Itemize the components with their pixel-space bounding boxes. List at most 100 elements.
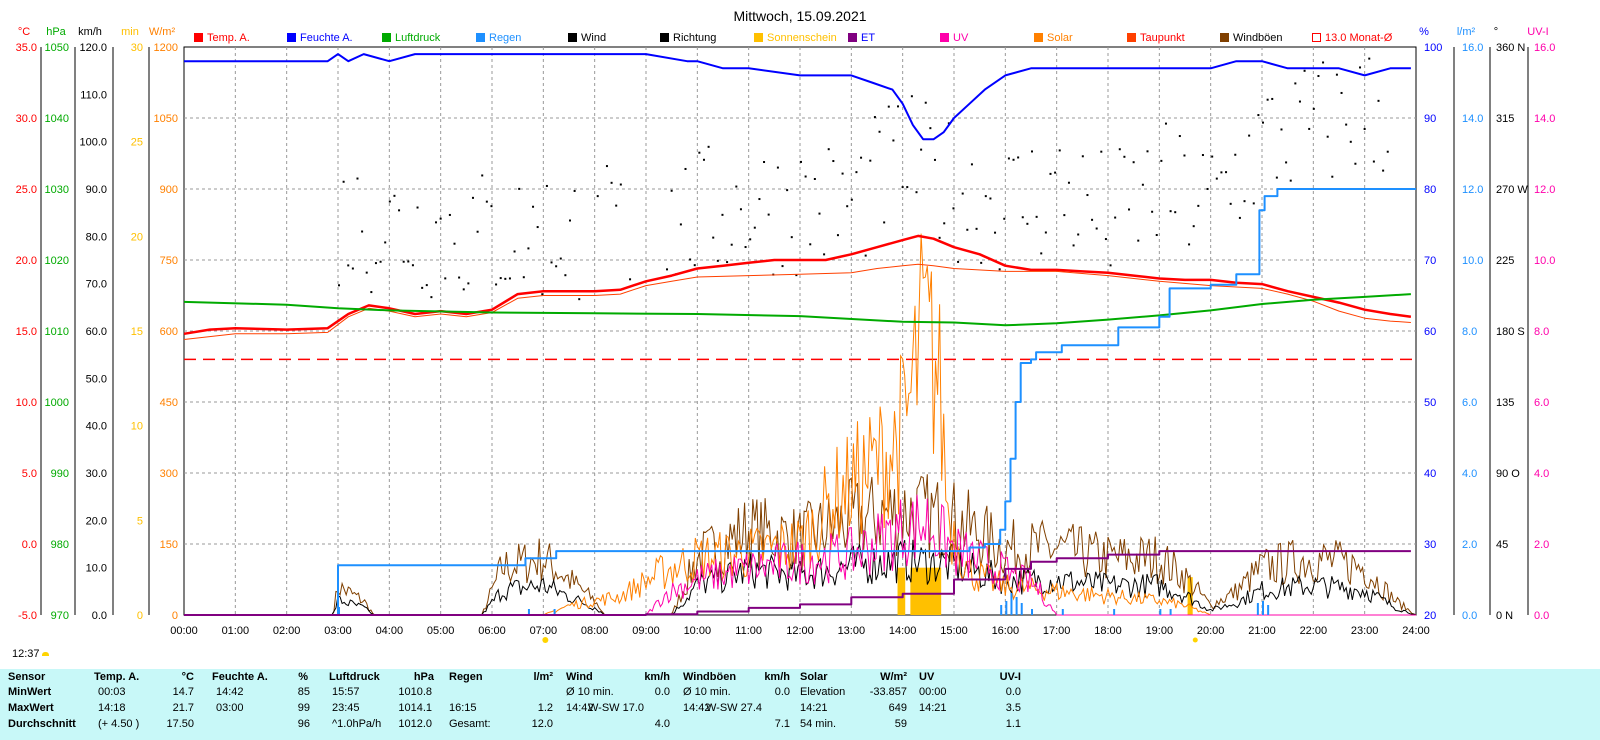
direction-dot	[361, 230, 364, 233]
axis-tick-direction: 315	[1496, 113, 1514, 125]
direction-dot	[1271, 97, 1274, 100]
axis-tick-temp: 30.0	[16, 113, 37, 125]
direction-dot	[679, 223, 682, 226]
direction-dot	[522, 276, 525, 279]
table-cell: 0.0	[1005, 686, 1021, 698]
direction-dot	[994, 231, 997, 234]
direction-dot	[541, 293, 544, 296]
legend-label: 13.0 Monat-Ø	[1325, 32, 1393, 44]
x-tick-label: 19:00	[1146, 625, 1174, 637]
direction-dot	[666, 268, 669, 271]
axis-tick-wind: 10.0	[86, 563, 107, 575]
table-cell: 85	[297, 686, 310, 698]
sunshine-bar	[897, 567, 906, 615]
axis-unit-sunshine: min	[121, 26, 139, 38]
axis-tick-sunshine: 15	[131, 326, 143, 338]
direction-dot	[1349, 140, 1352, 143]
table-row-label: MinWert	[8, 686, 52, 698]
rain-tick	[1020, 603, 1023, 615]
direction-dot	[758, 198, 761, 201]
rain-tick	[1000, 605, 1003, 615]
direction-dot	[910, 95, 913, 98]
axis-tick-pressure: 1030	[45, 184, 69, 196]
legend-swatch	[940, 33, 949, 42]
axis-tick-humidity: 30	[1424, 539, 1436, 551]
x-tick-label: 24:00	[1402, 625, 1430, 637]
summary-table: Sensor Temp. A. °C Feuchte A.% Luftdruck hPa R…	[0, 669, 1600, 740]
direction-dot	[425, 284, 428, 287]
axis-tick-pressure: 1040	[45, 113, 69, 125]
direction-dot	[499, 277, 502, 280]
x-tick-label: 13:00	[838, 625, 866, 637]
x-tick-label: 08:00	[581, 625, 609, 637]
axis-tick-uv: 4.0	[1534, 468, 1549, 480]
direction-dot	[1040, 252, 1043, 255]
direction-dot	[421, 286, 424, 289]
direction-dot	[855, 171, 858, 174]
legend-swatch	[568, 33, 577, 42]
direction-dot	[351, 267, 354, 270]
direction-dot	[1155, 234, 1158, 237]
direction-dot	[388, 200, 391, 203]
rain-tick	[1159, 609, 1162, 615]
table-cell: 59	[894, 718, 907, 730]
axis-tick-humidity: 90	[1424, 113, 1436, 125]
chart-legend: Temp. A. Feuchte A. Luftdruck Regen Wind Rich…	[194, 32, 1393, 44]
direction-dot	[1285, 161, 1288, 164]
direction-dot	[1118, 148, 1121, 151]
direction-dot	[1072, 244, 1075, 247]
direction-dot	[1225, 171, 1228, 174]
direction-dot	[462, 288, 465, 291]
footer-time-label: 12:37	[12, 648, 40, 660]
direction-dot	[1243, 200, 1246, 203]
footer-time: 12:37	[12, 648, 49, 660]
axis-tick-pressure: 1000	[45, 397, 69, 409]
table-cell: 1014.1	[398, 702, 432, 714]
axis-tick-uv: 2.0	[1534, 539, 1549, 551]
axis-tick-solar: 1200	[154, 42, 178, 54]
table-cell: 00:00	[919, 686, 947, 698]
direction-dot	[1054, 171, 1057, 174]
chart-grid	[183, 46, 1417, 616]
legend-label: Wind	[581, 32, 606, 44]
axis-tick-direction: 360 N	[1496, 42, 1525, 54]
direction-dot	[1007, 157, 1010, 160]
direction-dot	[370, 291, 373, 294]
direction-dot	[998, 268, 1001, 271]
direction-dot	[1298, 100, 1301, 103]
direction-dot	[670, 189, 673, 192]
direction-dot	[1266, 98, 1269, 101]
rain-tick	[527, 609, 530, 615]
table-cell: 1012.0	[398, 718, 432, 730]
axis-tick-sunshine: 30	[131, 42, 143, 54]
direction-dot	[957, 260, 960, 263]
table-header-unit: km/h	[644, 671, 670, 683]
direction-dot	[411, 264, 414, 267]
rain-tick	[1169, 609, 1172, 615]
legend-label: Regen	[489, 32, 521, 44]
legend-label: Taupunkt	[1140, 32, 1185, 44]
x-tick-label: 15:00	[940, 625, 968, 637]
direction-dot	[508, 277, 511, 280]
table-cell: W-SW 17.0	[587, 702, 644, 714]
axis-tick-wind: 120.0	[79, 42, 107, 54]
axis-tick-solar: 150	[160, 539, 178, 551]
axis-tick-temp: 35.0	[16, 42, 37, 54]
axis-tick-solar: 600	[160, 326, 178, 338]
axis-tick-humidity: 50	[1424, 397, 1436, 409]
direction-dot	[943, 222, 946, 225]
table-header-unit: W/m²	[880, 671, 907, 683]
x-tick-label: 03:00	[324, 625, 352, 637]
direction-dot	[1044, 231, 1047, 234]
table-cell: 3.5	[1005, 702, 1021, 714]
axis-tick-wind: 20.0	[86, 515, 107, 527]
axis-tick-uv: 14.0	[1534, 113, 1555, 125]
direction-dot	[1081, 155, 1084, 158]
direction-dot	[739, 208, 742, 211]
direction-dot	[818, 212, 821, 215]
direction-dot	[374, 262, 377, 265]
direction-dot	[467, 282, 470, 285]
direction-dot	[1262, 121, 1264, 124]
x-tick-label: 17:00	[1043, 625, 1071, 637]
direction-dot	[1326, 135, 1329, 138]
